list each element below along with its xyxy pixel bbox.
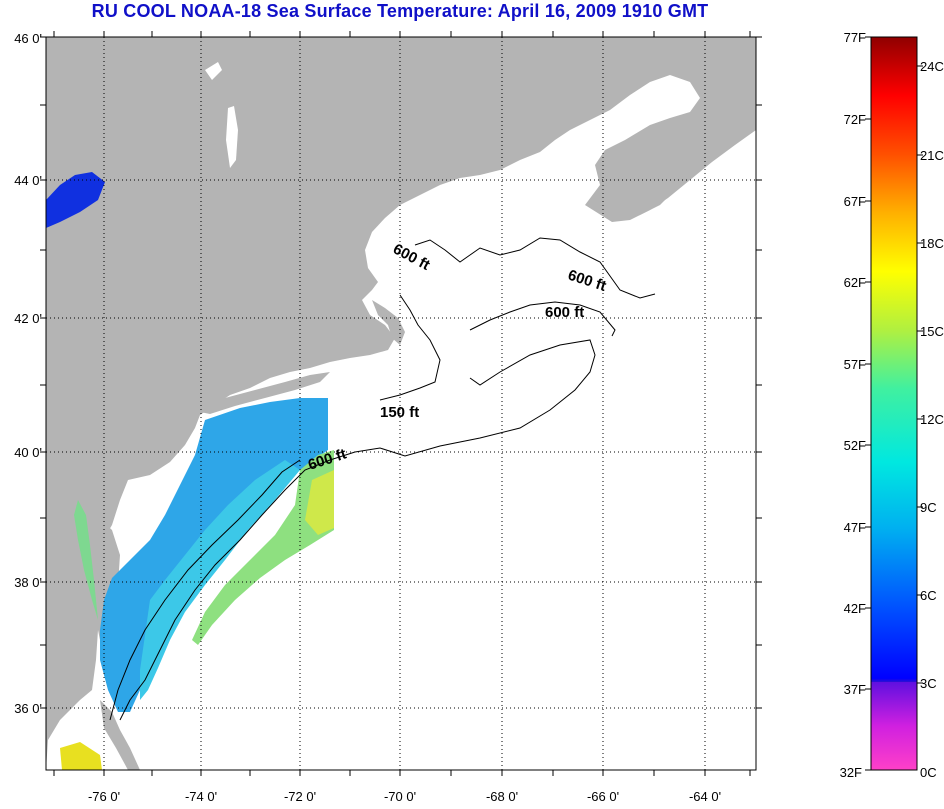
cbar-label-0c: 0C: [920, 765, 937, 780]
lat-label-44: 44 0': [14, 173, 42, 188]
latitude-axis: 46 0' 44 0' 42 0' 40 0' 38 0' 36 0': [14, 31, 42, 716]
cbar-label-32f: 32F: [840, 765, 862, 780]
lat-label-38: 38 0': [14, 575, 42, 590]
cbar-label-67f: 67F: [844, 194, 866, 209]
sst-chesapeake: [74, 500, 98, 620]
colorbar: [870, 36, 918, 771]
cbar-label-24c: 24C: [920, 59, 944, 74]
land-long-island: [200, 372, 330, 414]
cbar-label-62f: 62F: [844, 275, 866, 290]
lake-ontario: [46, 172, 105, 228]
lon-label-66: -66 0': [587, 789, 619, 804]
cbar-label-47f: 47F: [844, 520, 866, 535]
sst-gulfstream: [305, 470, 334, 535]
cbar-label-18c: 18C: [920, 236, 944, 251]
inland-lake: [205, 62, 222, 80]
sst-pamlico: [60, 742, 102, 770]
colorbar-ticks: [865, 36, 923, 771]
cbar-label-52f: 52F: [844, 438, 866, 453]
bathymetry-contours: [109, 237, 656, 721]
cbar-label-21c: 21C: [920, 148, 944, 163]
cbar-label-12c: 12C: [920, 412, 944, 427]
land-nova-scotia: [585, 110, 756, 222]
cbar-label-72f: 72F: [844, 112, 866, 127]
lon-label-76: -76 0': [88, 789, 120, 804]
map-title: RU COOL NOAA-18 Sea Surface Temperature:…: [91, 1, 709, 21]
lake-champlain: [226, 106, 238, 168]
lat-label-40: 40 0': [14, 445, 42, 460]
cbar-label-6c: 6C: [920, 588, 937, 603]
cbar-label-57f: 57F: [844, 357, 866, 372]
cbar-label-77f: 77F: [844, 30, 866, 45]
lon-label-72: -72 0': [284, 789, 316, 804]
frame-ticks: [40, 31, 762, 776]
lon-label-70: -70 0': [384, 789, 416, 804]
contour-label-600ft-c: 600 ft: [545, 304, 584, 321]
land-mainland: [46, 37, 756, 770]
map-frame: [45, 36, 757, 771]
cbar-label-15c: 15C: [920, 324, 944, 339]
cbar-label-42f: 42F: [844, 601, 866, 616]
land-cape-cod: [372, 300, 405, 345]
lat-label-36: 36 0': [14, 701, 42, 716]
colorbar-f-labels: 77F 72F 67F 62F 57F 52F 47F 42F 37F 32F: [840, 30, 866, 780]
lat-label-42: 42 0': [14, 311, 42, 326]
longitude-axis: -76 0' -74 0' -72 0' -70 0' -68 0' -66 0…: [88, 789, 721, 804]
lon-label-64: -64 0': [689, 789, 721, 804]
contour-label-150ft: 150 ft: [380, 404, 419, 421]
land-outer-banks: [100, 700, 140, 770]
lon-label-74: -74 0': [185, 789, 217, 804]
cbar-label-37f: 37F: [844, 682, 866, 697]
lon-label-68: -68 0': [486, 789, 518, 804]
sst-shelf-cyan: [140, 460, 300, 700]
lat-label-46: 46 0': [14, 31, 42, 46]
colorbar-c-labels: 24C 21C 18C 15C 12C 9C 6C 3C 0C: [920, 59, 944, 780]
cbar-label-9c: 9C: [920, 500, 937, 515]
sst-slope-warm: [192, 450, 334, 645]
cbar-label-3c: 3C: [920, 676, 937, 691]
